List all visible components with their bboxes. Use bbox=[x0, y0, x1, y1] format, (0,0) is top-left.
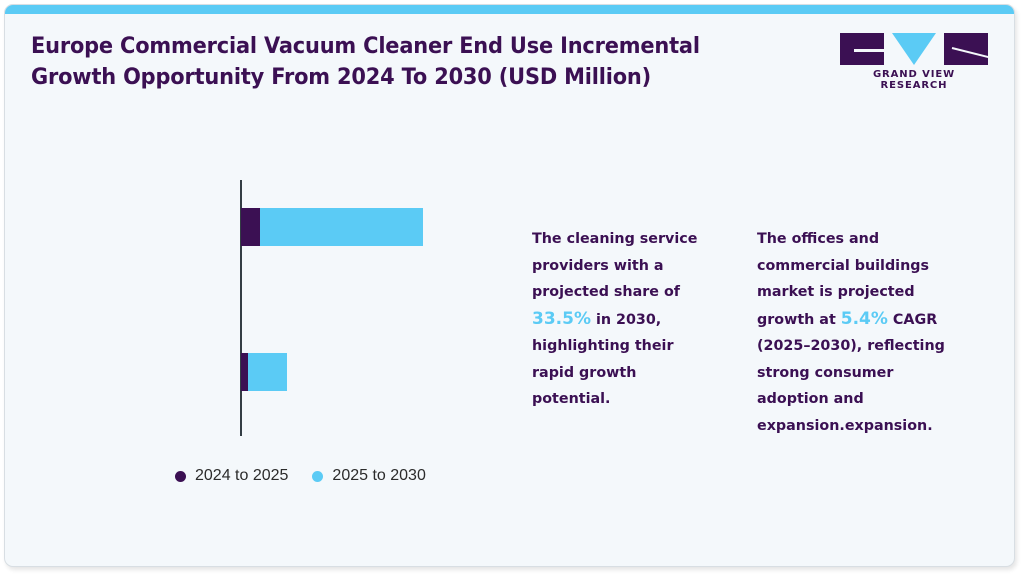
legend-label: 2024 to 2025 bbox=[195, 467, 289, 484]
bar-row bbox=[241, 353, 287, 391]
chart-axis-line bbox=[240, 180, 242, 436]
logo-g-icon bbox=[840, 33, 884, 65]
card-header: Europe Commercial Vacuum Cleaner End Use… bbox=[5, 14, 1014, 110]
callout-text-pre: The cleaning service providers with a pr… bbox=[532, 231, 698, 300]
legend-label: 2025 to 2030 bbox=[332, 467, 426, 484]
logo-r-icon bbox=[944, 33, 988, 65]
legend-item-2024-2025: 2024 to 2025 bbox=[175, 467, 288, 485]
callout-cleaning-service-providers: The cleaning service providers with a pr… bbox=[532, 226, 707, 413]
page-title: Europe Commercial Vacuum Cleaner End Use… bbox=[31, 33, 700, 90]
bar-row bbox=[241, 208, 423, 246]
bar-segment-2025-2030 bbox=[260, 208, 423, 246]
legend-dot-icon bbox=[175, 470, 186, 482]
logo-marks bbox=[840, 33, 988, 65]
bar-segment-2025-2030 bbox=[248, 353, 287, 391]
chart-card: Europe Commercial Vacuum Cleaner End Use… bbox=[4, 4, 1015, 567]
bar-segment-2024-2025 bbox=[241, 353, 248, 391]
legend-dot-icon bbox=[312, 470, 324, 482]
bar-chart: Cleaning Service Providers Offices & Com… bbox=[5, 5, 505, 566]
callout-offices-commercial-buildings: The offices and commercial buildings mar… bbox=[757, 226, 957, 439]
grand-view-research-logo: GRAND VIEW RESEARCH bbox=[840, 33, 988, 91]
callout-highlight-value: 5.4% bbox=[840, 308, 888, 329]
callout-text-pre: The offices and commercial buildings mar… bbox=[757, 231, 930, 328]
logo-v-icon bbox=[892, 33, 936, 65]
callout-text-post: CAGR (2025–2030), reflecting strong cons… bbox=[757, 311, 945, 434]
callout-highlight-value: 33.5% bbox=[532, 308, 591, 329]
chart-legend: 2024 to 2025 2025 to 2030 bbox=[175, 467, 426, 485]
callout-text-post: in 2030, highlighting their rapid growth… bbox=[532, 311, 674, 408]
logo-text: GRAND VIEW RESEARCH bbox=[872, 69, 956, 91]
top-accent-bar bbox=[5, 5, 1014, 14]
bar-segment-2024-2025 bbox=[241, 208, 260, 246]
legend-item-2025-2030: 2025 to 2030 bbox=[312, 467, 426, 485]
